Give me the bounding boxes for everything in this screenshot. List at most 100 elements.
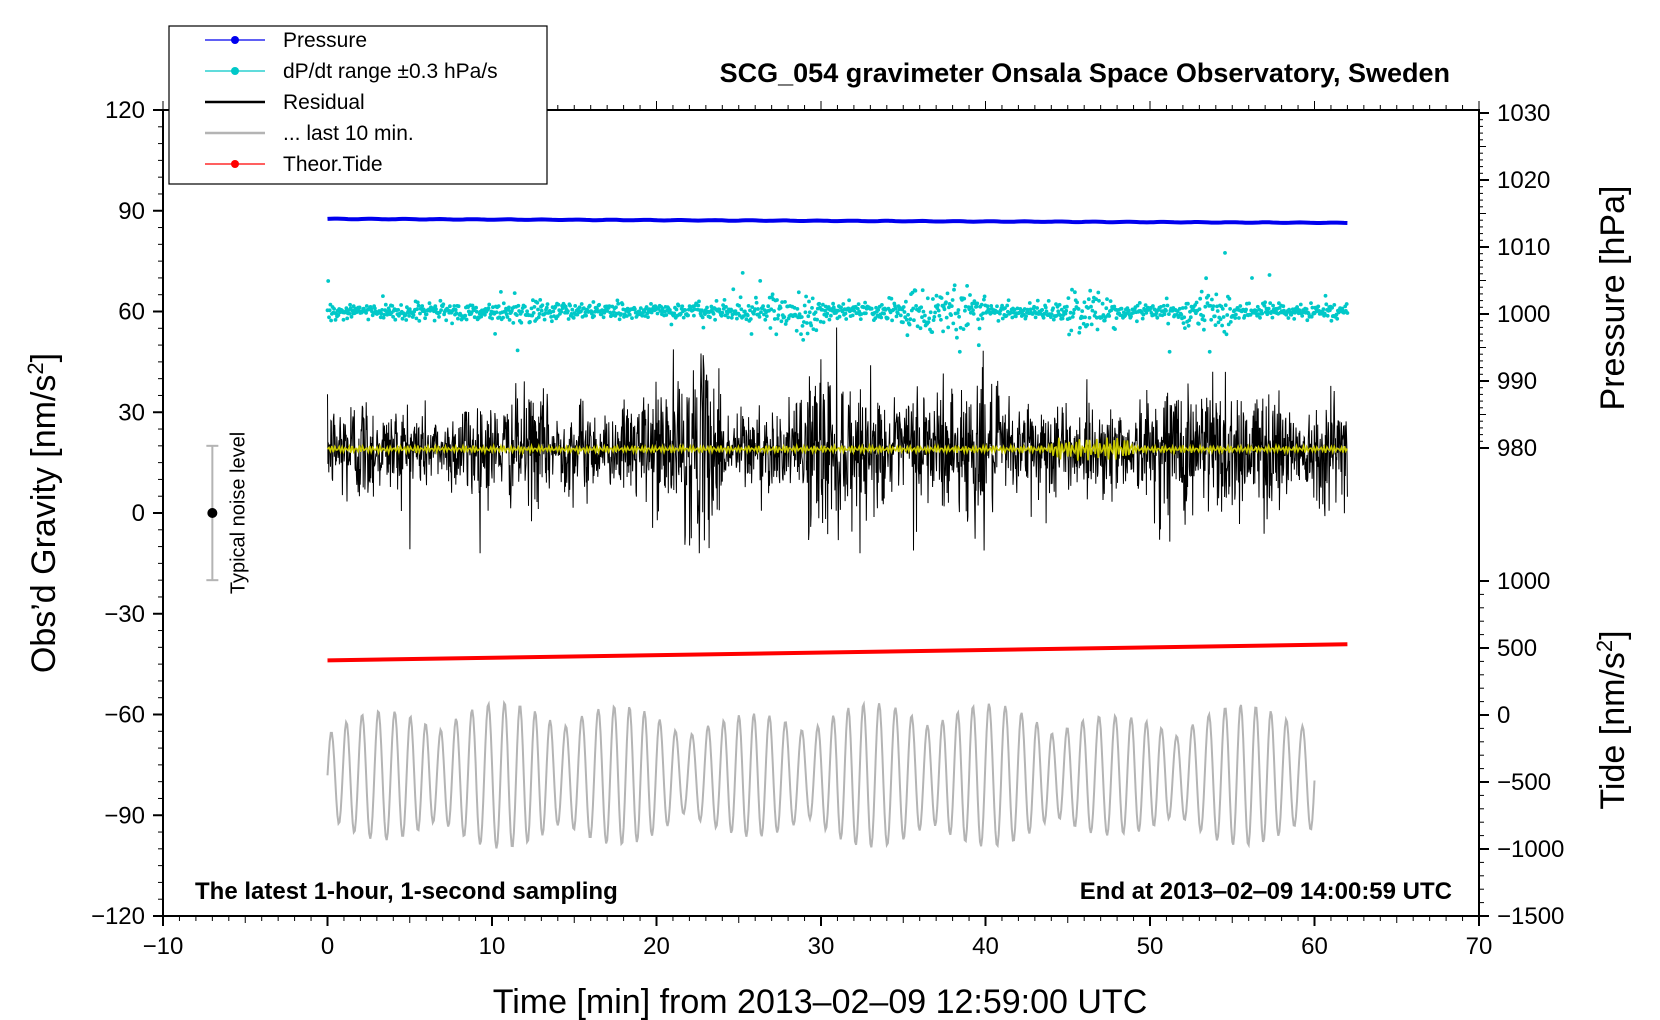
dpdt-point — [825, 311, 830, 316]
dpdt-point — [364, 304, 369, 308]
dpdt-point — [956, 308, 961, 312]
x-tick-label: 10 — [479, 933, 506, 960]
dpdt-point — [380, 308, 384, 312]
pressure-tick-label: 1020 — [1497, 167, 1550, 194]
dpdt-point — [919, 305, 924, 310]
dpdt-point — [479, 314, 484, 319]
dpdt-point — [944, 300, 948, 305]
dpdt-point — [1119, 306, 1124, 311]
dpdt-point — [800, 324, 805, 328]
dpdt-point — [456, 316, 460, 321]
dpdt-point — [910, 290, 915, 295]
dpdt-point — [705, 305, 709, 310]
dpdt-point — [676, 303, 681, 308]
dpdt-point — [711, 311, 716, 316]
dpdt-point — [1186, 301, 1190, 306]
dpdt-point — [893, 306, 898, 311]
dpdt-point — [796, 290, 801, 295]
dpdt-point — [780, 300, 784, 304]
dpdt-point — [417, 319, 422, 323]
dpdt-point — [846, 306, 851, 311]
dpdt-point — [738, 295, 743, 300]
dpdt-point — [544, 305, 549, 310]
dpdt-point — [491, 305, 495, 310]
dpdt-point — [952, 287, 956, 292]
dpdt-point — [880, 303, 884, 307]
dpdt-point — [382, 312, 387, 317]
dpdt-point — [1144, 311, 1149, 315]
dpdt-point — [969, 305, 974, 310]
dpdt-point — [1151, 304, 1155, 308]
dpdt-point — [883, 308, 888, 312]
dpdt-point — [951, 321, 956, 326]
dpdt-point — [1114, 316, 1119, 320]
dpdt-point — [438, 298, 443, 303]
dpdt-point — [433, 304, 438, 308]
dpdt-point — [591, 300, 596, 304]
dpdt-point — [483, 312, 487, 317]
dpdt-point — [505, 315, 510, 319]
pressure-tick-label: 1010 — [1497, 234, 1550, 261]
dpdt-point — [1225, 313, 1230, 317]
dpdt-point — [696, 303, 701, 308]
dpdt-point — [364, 311, 368, 315]
dpdt-point — [802, 303, 807, 308]
dpdt-point — [1059, 307, 1064, 312]
dpdt-point — [995, 304, 999, 309]
dpdt-point — [826, 305, 831, 309]
dpdt-point — [474, 305, 478, 310]
dpdt-point — [569, 312, 574, 316]
dpdt-point — [737, 303, 741, 308]
dpdt-point — [617, 317, 622, 322]
dpdt-point — [1166, 321, 1171, 326]
y-axis-title-tide-main: Tide [nm/s — [1594, 652, 1632, 809]
dpdt-point — [810, 306, 814, 310]
dpdt-point — [1105, 297, 1109, 301]
dpdt-point — [1078, 325, 1082, 330]
dpdt-point — [327, 308, 332, 313]
dpdt-point — [998, 311, 1002, 316]
dpdt-point — [592, 314, 596, 318]
dpdt-point — [423, 316, 427, 321]
dpdt-point — [1041, 315, 1046, 320]
dpdt-point — [915, 324, 920, 329]
dpdt-point — [1057, 302, 1062, 307]
dpdt-point — [1094, 315, 1099, 320]
dpdt-point — [863, 300, 867, 305]
y-axis-title-tide-sup: 2 — [1592, 640, 1617, 652]
legend-swatch-marker — [231, 160, 239, 168]
dpdt-point — [815, 317, 819, 322]
dpdt-point — [493, 332, 497, 336]
dpdt-point — [726, 315, 731, 320]
dpdt-point — [746, 304, 751, 308]
dpdt-point — [918, 326, 923, 331]
dpdt-point — [1107, 314, 1112, 318]
dpdt-point — [904, 317, 909, 322]
dpdt-point — [1335, 316, 1340, 321]
noise-level-dot — [207, 508, 218, 518]
dpdt-point — [764, 314, 769, 318]
dpdt-point — [381, 315, 386, 320]
dpdt-point — [739, 307, 744, 312]
dpdt-point — [515, 348, 520, 353]
dpdt-point — [1065, 304, 1069, 309]
dpdt-point — [1210, 307, 1215, 312]
dpdt-point — [611, 310, 616, 314]
dpdt-point — [968, 293, 972, 297]
dpdt-point — [947, 305, 951, 310]
dpdt-point — [373, 306, 377, 311]
dpdt-point — [932, 315, 937, 319]
dpdt-point — [748, 308, 752, 313]
legend-swatch-marker — [231, 36, 239, 44]
dpdt-point — [681, 315, 686, 320]
dpdt-point — [1093, 310, 1098, 315]
dpdt-point — [936, 303, 940, 307]
dpdt-point — [987, 307, 991, 312]
dpdt-point — [1043, 305, 1048, 310]
dpdt-point — [805, 331, 810, 336]
dpdt-point — [775, 316, 780, 321]
dpdt-point — [980, 316, 985, 321]
dpdt-point — [692, 313, 696, 318]
dpdt-point — [839, 305, 843, 310]
dpdt-point — [1164, 296, 1169, 301]
